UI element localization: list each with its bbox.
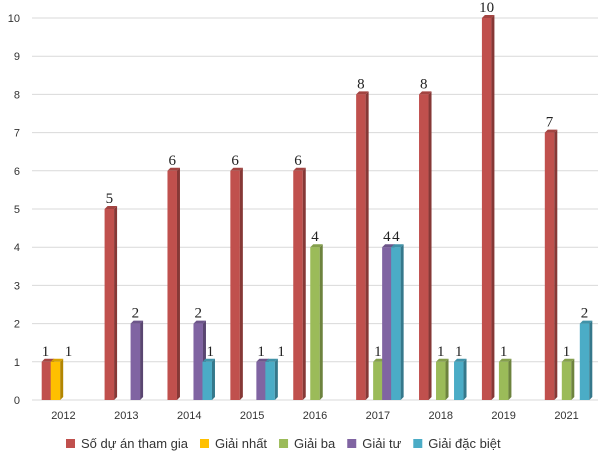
legend-label: Giải ba [294, 436, 336, 451]
y-tick-label: 4 [14, 242, 20, 254]
bar-giai-dac-biet-2015 [265, 358, 278, 400]
bar-giai-ba-2018 [436, 358, 449, 400]
data-label: 10 [479, 0, 494, 16]
data-label: 1 [500, 344, 508, 360]
x-tick-label: 2015 [240, 410, 264, 422]
bar-so-du-an-tham-gia-2015 [230, 167, 243, 400]
legend-item-giai-nhat: Giải nhất [200, 436, 267, 451]
bar-so-du-an-tham-gia-2019 [481, 15, 495, 400]
legend: Số dự án tham gia Giải nhất Giải ba Giải tư… [66, 436, 501, 451]
x-tick-label: 2017 [366, 410, 390, 422]
data-label: 1 [374, 344, 382, 360]
bars [41, 15, 593, 401]
y-tick-label: 0 [14, 395, 20, 407]
legend-label: Giải nhất [215, 436, 267, 451]
data-label: 5 [106, 191, 114, 207]
bar-so-du-an-tham-gia-2014 [167, 167, 180, 400]
data-label: 6 [294, 153, 302, 169]
y-axis-ticks: 0 1 2 3 4 5 6 7 8 9 10 [8, 13, 20, 407]
bar-giai-dac-biet-2014 [202, 358, 215, 400]
legend-item-so-du-an-tham-gia: Số dự án tham gia [66, 436, 189, 451]
data-label: 1 [42, 344, 50, 360]
data-label: 1 [257, 344, 265, 360]
bar-giai-dac-biet-2021 [579, 320, 593, 400]
y-tick-label: 6 [14, 166, 20, 178]
bar-so-du-an-tham-gia-2016 [293, 167, 306, 400]
legend-label: Giải tư [362, 436, 401, 451]
legend-item-giai-ba: Giải ba [279, 436, 336, 451]
data-label: 1 [65, 344, 73, 360]
data-label: 7 [546, 115, 554, 131]
data-label: 4 [383, 229, 391, 245]
bar-giai-ba-2016 [310, 244, 323, 400]
data-label: 4 [311, 229, 319, 245]
legend-item-giai-dac-biet: Giải đặc biệt [413, 436, 501, 451]
y-tick-label: 10 [8, 13, 20, 25]
data-label: 2 [581, 306, 589, 322]
x-tick-label: 2019 [491, 410, 515, 422]
x-tick-label: 2013 [114, 410, 138, 422]
data-label: 1 [277, 344, 285, 360]
legend-label: Giải đặc biệt [428, 436, 501, 451]
data-label: 8 [357, 76, 365, 92]
data-label: 1 [455, 344, 463, 360]
y-tick-label: 3 [14, 280, 20, 292]
legend-item-giai-tu: Giải tư [347, 436, 402, 451]
data-label: 8 [420, 76, 428, 92]
x-tick-label: 2014 [177, 410, 201, 422]
legend-swatch [413, 439, 423, 448]
y-tick-label: 7 [14, 128, 20, 140]
bar-so-du-an-tham-gia-2018 [419, 91, 432, 401]
x-tick-label: 2012 [51, 410, 75, 422]
data-label: 1 [206, 344, 214, 360]
bar-giai-tu-2013 [130, 320, 144, 400]
bar-giai-ba-2021 [561, 358, 575, 400]
legend-swatch [347, 439, 357, 448]
bar-giai-dac-biet-2018 [454, 358, 467, 400]
data-label: 1 [563, 344, 571, 360]
legend-swatch [66, 439, 75, 448]
data-label: 2 [132, 306, 140, 322]
bar-so-du-an-tham-gia-2013 [104, 206, 118, 400]
y-tick-label: 2 [14, 319, 20, 331]
y-tick-label: 8 [14, 89, 20, 101]
bar-so-du-an-tham-gia-2017 [356, 91, 369, 401]
legend-label: Số dự án tham gia [81, 436, 189, 451]
legend-swatch [200, 439, 209, 448]
data-label: 6 [168, 153, 176, 169]
y-tick-label: 1 [14, 357, 20, 369]
bar-giai-ba-2019 [498, 358, 512, 400]
bar-giai-nhat-2012 [50, 358, 64, 400]
y-tick-label: 9 [14, 51, 20, 63]
x-tick-label: 2016 [303, 410, 327, 422]
data-label: 1 [437, 344, 445, 360]
data-label: 4 [392, 229, 400, 245]
data-label: 6 [231, 153, 239, 169]
bar-giai-dac-biet-2017 [391, 244, 404, 400]
y-tick-label: 5 [14, 204, 20, 216]
x-axis-ticks: 2012 2013 2014 2015 2016 2017 2018 2019 2021 [51, 410, 579, 422]
data-label: 2 [194, 306, 202, 322]
legend-swatch [279, 439, 289, 448]
x-tick-label: 2021 [554, 410, 578, 422]
bar-so-du-an-tham-gia-2021 [544, 129, 558, 400]
x-tick-label: 2018 [429, 410, 453, 422]
